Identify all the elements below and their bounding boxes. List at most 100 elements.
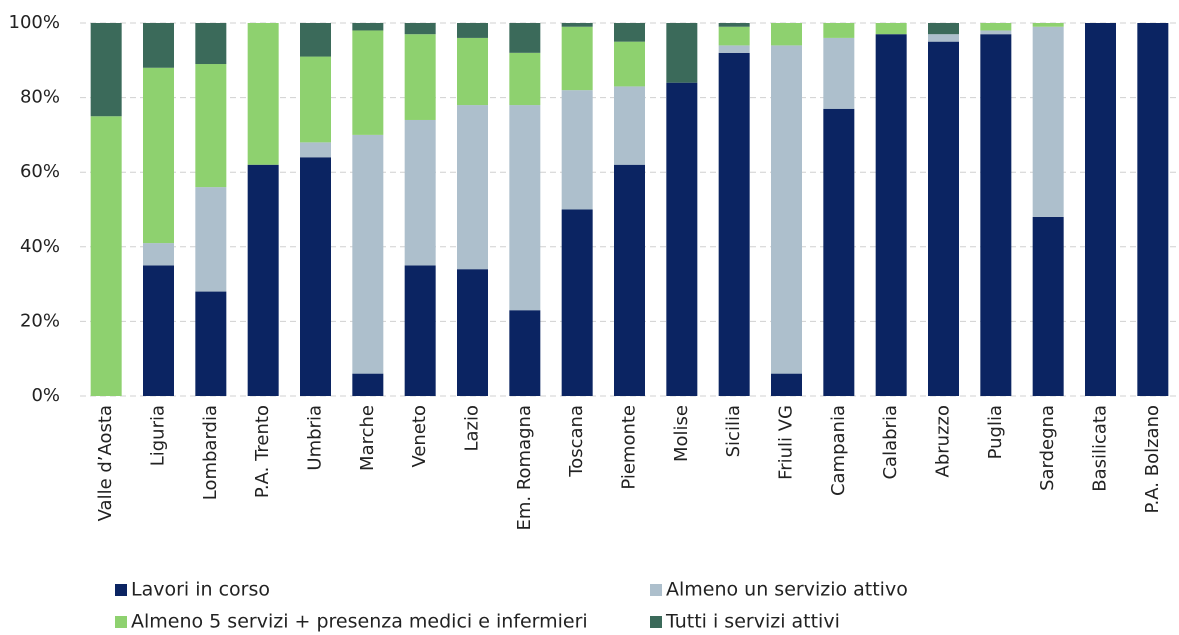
bar-segment <box>457 269 488 396</box>
bar-segment <box>404 265 436 396</box>
bar-segment <box>718 52 750 397</box>
bar-segment <box>718 45 750 53</box>
bar-segment <box>718 26 750 46</box>
bar-segment <box>509 23 541 53</box>
x-tick-label: Campania <box>828 405 849 496</box>
x-tick-label: Liguria <box>148 405 169 466</box>
legend-label: Almeno 5 servizi + presenza medici e inf… <box>131 611 588 633</box>
bar-segment <box>666 82 698 397</box>
bar-segment <box>1032 23 1064 27</box>
bar-segment <box>561 26 593 91</box>
bar-segment <box>143 67 174 244</box>
y-tick-label: 60% <box>20 161 60 182</box>
bar-segment <box>928 34 959 42</box>
bar-segment <box>823 108 855 396</box>
bar-segment <box>404 23 436 35</box>
bar-segment <box>195 291 227 396</box>
bar-segment <box>404 34 436 120</box>
x-tick-label: Toscana <box>566 405 587 478</box>
bar-segment <box>771 23 802 46</box>
x-tick-label: P.A. Trento <box>252 405 273 498</box>
bar-segment <box>457 105 488 270</box>
x-tick-label: Calabria <box>880 405 901 480</box>
bar-segment <box>823 23 855 38</box>
bar-segment <box>509 310 541 396</box>
x-tick-label: Friuli VG <box>776 405 797 480</box>
legend-label: Tutti i servizi attivi <box>665 611 840 633</box>
bar-segment <box>143 265 174 396</box>
bar-segment <box>614 41 645 87</box>
bar-segment <box>980 23 1012 31</box>
x-tick-label: Veneto <box>409 405 430 468</box>
bar-segment <box>195 64 227 188</box>
bar-segment <box>404 119 436 266</box>
bar-segment <box>457 37 488 106</box>
bar-segment <box>300 23 331 57</box>
legend-label: Lavori in corso <box>131 579 270 601</box>
x-tick-label: Sardegna <box>1037 405 1058 491</box>
bar-segment <box>666 23 698 83</box>
bar-segment <box>718 23 750 27</box>
bar-segment <box>90 116 122 396</box>
x-tick-label: Basilicata <box>1090 405 1111 492</box>
bar-segment <box>561 23 593 27</box>
bar-segment <box>614 86 645 165</box>
y-tick-label: 0% <box>31 385 60 406</box>
bar-segment <box>143 243 174 266</box>
x-tick-label: Lazio <box>462 405 483 452</box>
bar-segment <box>352 373 384 396</box>
legend-label: Almeno un servizio attivo <box>666 579 908 601</box>
bar-segment <box>1032 26 1064 217</box>
bar-segment <box>980 34 1012 396</box>
x-tick-label: Abruzzo <box>933 405 954 477</box>
bar-segment <box>352 134 384 374</box>
bar-segment <box>823 37 855 109</box>
bar-segment <box>247 164 279 396</box>
y-tick-label: 20% <box>20 310 60 331</box>
bar-segment <box>352 23 384 31</box>
bar-segment <box>1032 216 1064 396</box>
bar-segment <box>928 23 959 35</box>
bar-segment <box>509 52 541 106</box>
bar-segment <box>614 164 645 396</box>
legend-swatch <box>115 584 127 596</box>
bar-segment <box>90 23 122 117</box>
bar-segment <box>771 45 802 374</box>
x-tick-label: Valle d’Aosta <box>95 405 116 521</box>
x-tick-label: Umbria <box>305 405 326 471</box>
bar-segment <box>875 34 907 396</box>
x-tick-label: P.A. Bolzano <box>1142 405 1163 513</box>
bar-segment <box>980 30 1012 35</box>
legend-swatch <box>650 616 662 628</box>
bar-segment <box>195 23 227 65</box>
legend-swatch <box>115 616 127 628</box>
x-tick-label: Marche <box>357 405 378 471</box>
bar-segment <box>247 23 279 165</box>
bar-segment <box>1085 23 1116 396</box>
bar-segment <box>1137 23 1169 396</box>
bar-segment <box>143 23 174 68</box>
bar-segment <box>614 23 645 42</box>
y-tick-label: 100% <box>9 12 60 33</box>
bar-segment <box>875 23 907 35</box>
bar-segment <box>509 105 541 311</box>
bar-segment <box>300 142 331 158</box>
y-tick-label: 40% <box>20 236 60 257</box>
bar-segment <box>352 30 384 135</box>
y-tick-label: 80% <box>20 87 60 108</box>
x-tick-label: Piemonte <box>619 405 640 490</box>
bar-segment <box>195 187 227 292</box>
x-tick-label: Lombardia <box>200 405 221 500</box>
x-tick-label: Em. Romagna <box>514 405 535 531</box>
x-tick-label: Molise <box>671 405 692 462</box>
legend-swatch <box>650 584 662 596</box>
bar-segment <box>771 373 802 396</box>
bar-segment <box>561 90 593 210</box>
bar-segment <box>928 41 959 397</box>
bar-segment <box>457 23 488 38</box>
bar-segment <box>561 209 593 396</box>
bar-segment <box>300 56 331 143</box>
x-tick-label: Puglia <box>985 405 1006 459</box>
bar-segment <box>300 157 331 396</box>
